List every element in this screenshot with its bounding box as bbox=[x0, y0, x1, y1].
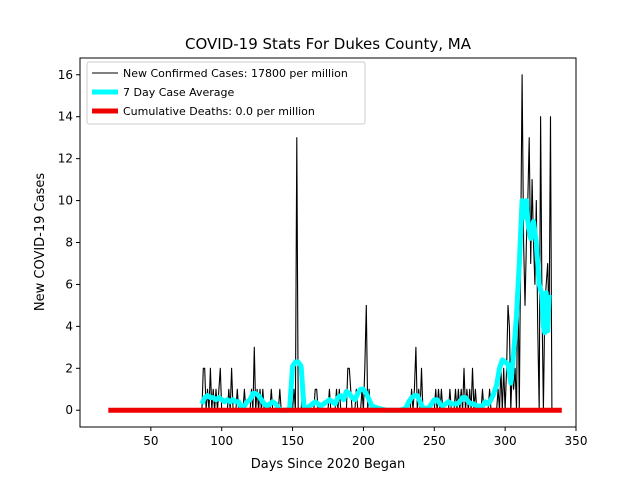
chart-title: COVID-19 Stats For Dukes County, MA bbox=[185, 35, 472, 53]
x-tick-label: 350 bbox=[565, 434, 588, 448]
series-7-day-average bbox=[199, 198, 552, 413]
ticks: 50 100 150 200 250 300 350 0 2 4 6 8 10 12 14 16 bbox=[58, 68, 588, 448]
legend-label-new-cases: New Confirmed Cases: 17800 per million bbox=[123, 67, 348, 80]
x-axis-label: Days Since 2020 Began bbox=[251, 457, 406, 472]
y-tick-label: 4 bbox=[65, 319, 73, 333]
legend-label-7-day-average: 7 Day Case Average bbox=[123, 86, 235, 99]
y-tick-label: 6 bbox=[65, 277, 73, 291]
x-tick-label: 50 bbox=[143, 434, 158, 448]
legend: New Confirmed Cases: 17800 per million 7… bbox=[86, 61, 366, 125]
y-axis-label: New COVID-19 Cases bbox=[33, 173, 48, 311]
x-tick-label: 300 bbox=[494, 434, 517, 448]
y-tick-label: 8 bbox=[65, 236, 73, 250]
x-tick-label: 100 bbox=[210, 434, 233, 448]
y-tick-label: 10 bbox=[58, 194, 73, 208]
legend-label-cumulative-deaths: Cumulative Deaths: 0.0 per million bbox=[123, 105, 315, 118]
legend-box bbox=[86, 61, 366, 125]
x-tick-label: 200 bbox=[352, 434, 375, 448]
x-tick-label: 250 bbox=[423, 434, 446, 448]
y-tick-label: 16 bbox=[58, 68, 73, 82]
x-tick-label: 150 bbox=[281, 434, 304, 448]
y-tick-label: 14 bbox=[58, 110, 73, 124]
plot-marks bbox=[108, 74, 562, 413]
y-tick-label: 12 bbox=[58, 152, 73, 166]
y-tick-label: 2 bbox=[65, 361, 73, 375]
y-tick-label: 0 bbox=[65, 403, 73, 417]
